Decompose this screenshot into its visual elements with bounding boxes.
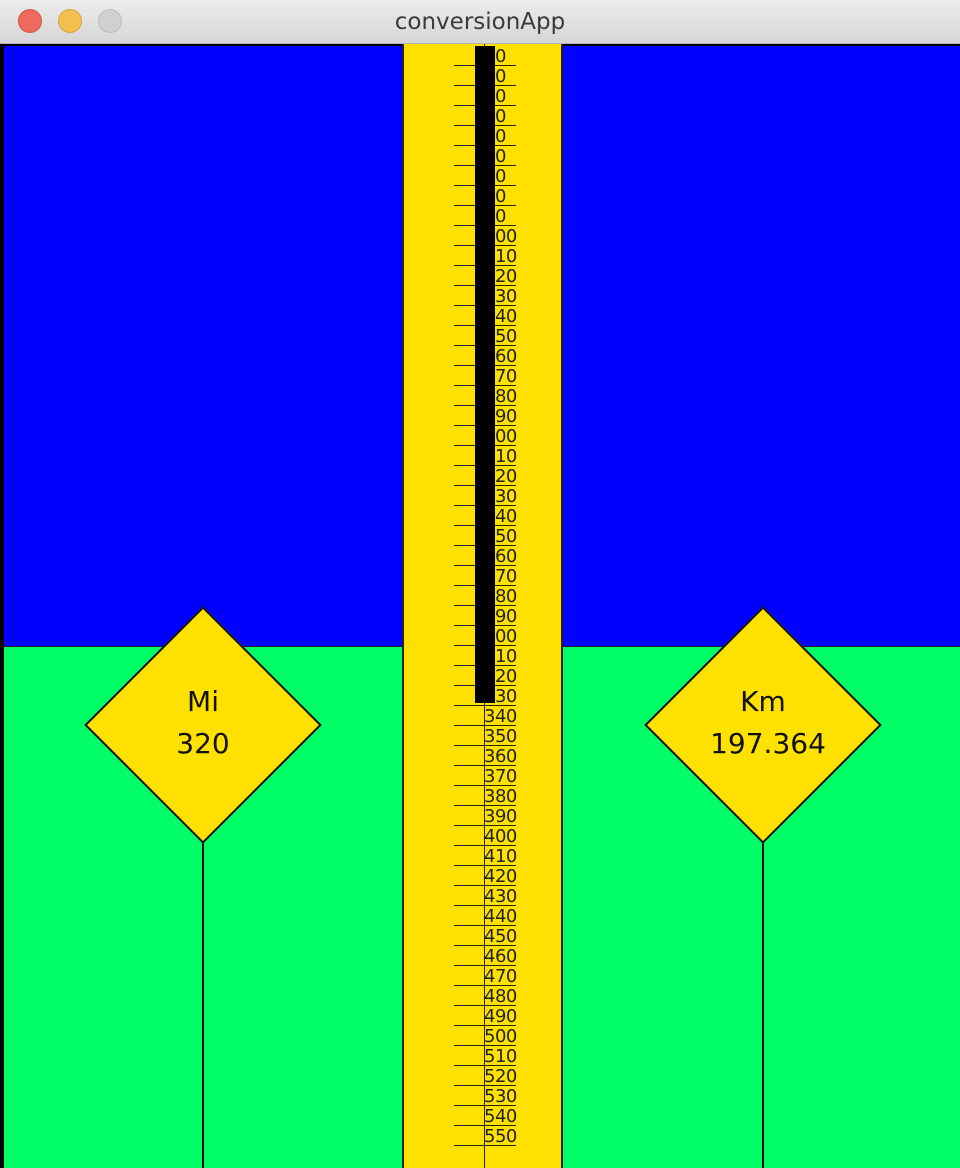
ruler-tick-label: 380 — [484, 786, 517, 807]
ruler-tick-label: 440 — [484, 906, 517, 927]
ruler-tick — [454, 1145, 516, 1146]
ruler-tick-label: 520 — [484, 1066, 517, 1087]
ruler-tick-label: 350 — [484, 726, 517, 747]
km-sign-unit: Km — [740, 685, 786, 718]
ruler-tick-label: 430 — [484, 886, 517, 907]
ruler-tick-label: 500 — [484, 1026, 517, 1047]
ruler-tick — [454, 865, 516, 866]
ruler-tick — [454, 785, 516, 786]
ruler-tick — [454, 845, 516, 846]
ruler-tick-label: 420 — [484, 866, 517, 887]
ruler-tick-label: 470 — [484, 966, 517, 987]
ruler-tick-label: 540 — [484, 1106, 517, 1127]
window-titlebar: conversionApp — [0, 0, 960, 44]
ruler-tick-label: 510 — [484, 1046, 517, 1067]
ruler-tick — [454, 1025, 516, 1026]
ruler-tick-label: 480 — [484, 986, 517, 1007]
ruler-tick — [454, 965, 516, 966]
miles-sign-value: 320 — [176, 727, 230, 760]
ruler-tick-label: 530 — [484, 1086, 517, 1107]
measurement-ruler[interactable]: 1020304050607080901001101201301401501601… — [402, 44, 563, 1168]
ruler-tick — [454, 765, 516, 766]
ruler-tick-label: 460 — [484, 946, 517, 967]
ruler-tick — [454, 1125, 516, 1126]
ruler-tick — [454, 805, 516, 806]
ruler-tick-label: 490 — [484, 1006, 517, 1027]
ruler-tick — [454, 1065, 516, 1066]
miles-sign-post — [202, 842, 204, 1168]
ruler-tick-label: 410 — [484, 846, 517, 867]
ruler-tick-label: 550 — [484, 1126, 517, 1147]
ruler-tick — [454, 885, 516, 886]
ruler-tick-label: 390 — [484, 806, 517, 827]
ruler-fill-bar — [475, 46, 495, 703]
ruler-tick — [454, 745, 516, 746]
ruler-tick-label: 370 — [484, 766, 517, 787]
close-window-button[interactable] — [18, 9, 42, 33]
ruler-tick — [454, 1005, 516, 1006]
ruler-tick — [454, 825, 516, 826]
ruler-tick — [454, 1085, 516, 1086]
ruler-tick — [454, 925, 516, 926]
ruler-tick-label: 340 — [484, 706, 517, 727]
window-title: conversionApp — [394, 9, 566, 35]
zoom-window-button[interactable] — [98, 9, 122, 33]
ruler-tick — [454, 985, 516, 986]
ruler-tick-label: 360 — [484, 746, 517, 767]
conversion-canvas[interactable]: 1020304050607080901001101201301401501601… — [0, 44, 960, 1168]
km-sign-post — [762, 842, 764, 1168]
ruler-tick — [454, 1105, 516, 1106]
ruler-tick-label: 400 — [484, 826, 517, 847]
ruler-tick-label: 450 — [484, 926, 517, 947]
minimize-window-button[interactable] — [58, 9, 82, 33]
ruler-tick — [454, 945, 516, 946]
ruler-tick — [454, 905, 516, 906]
ruler-tick — [454, 725, 516, 726]
miles-sign-unit: Mi — [187, 685, 219, 718]
km-sign-value: 197.364 — [710, 727, 826, 760]
ruler-tick — [454, 705, 516, 706]
ruler-tick — [454, 1045, 516, 1046]
